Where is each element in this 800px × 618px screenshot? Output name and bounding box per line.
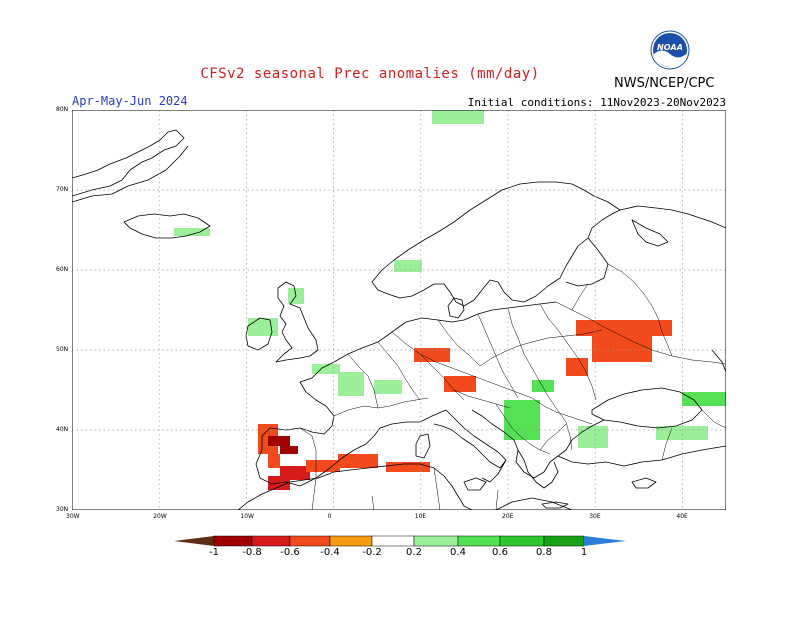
lon-tick-label: 20W: [153, 513, 167, 520]
lat-tick-label: 30N: [56, 506, 69, 513]
noaa-logo-icon: NOAA: [650, 30, 690, 70]
anomaly-map: [72, 110, 726, 510]
colorbar-label: 0.6: [492, 547, 508, 558]
colorbar-segment: [251, 535, 291, 547]
logo-text: NOAA: [657, 43, 683, 52]
lon-tick-label: 20E: [502, 513, 514, 520]
lon-tick-label: 10E: [414, 513, 427, 520]
anomaly-cell: [682, 392, 726, 406]
anomaly-cell: [656, 426, 708, 440]
anomaly-cell: [578, 426, 608, 448]
anomaly-cell: [394, 260, 422, 272]
lat-tick-label: 60N: [56, 266, 69, 273]
anomaly-cell: [432, 110, 484, 124]
anomaly-cell: [268, 454, 280, 468]
anomaly-cell: [338, 372, 364, 396]
anomaly-cell: [414, 348, 450, 362]
colorbar-segment: [457, 535, 501, 547]
lon-tick-label: 30E: [589, 513, 601, 520]
colorbar-segment: [371, 535, 415, 547]
anomaly-cell: [592, 336, 652, 362]
anomaly-cell: [532, 380, 554, 392]
lat-tick-label: 50N: [56, 346, 69, 353]
colorbar-low-arrow: [174, 536, 214, 546]
lon-tick-label: 30W: [66, 513, 80, 520]
colorbar-label: -0.2: [362, 547, 382, 558]
colorbar-label: 1: [580, 547, 588, 558]
lon-tick-label: 0: [327, 513, 332, 520]
colorbar-label: 0.2: [406, 547, 422, 558]
colorbar-label: -0.8: [242, 547, 262, 558]
anomaly-cell: [338, 454, 378, 468]
chart-title: CFSv2 seasonal Prec anomalies (mm/day): [200, 66, 540, 82]
lat-tick-label: 80N: [56, 106, 69, 113]
colorbar-label: 0.4: [450, 547, 466, 558]
anomaly-cell: [444, 376, 476, 392]
anomaly-cells: [174, 110, 726, 490]
anomaly-cell: [280, 446, 298, 454]
colorbar-segment: [543, 535, 585, 547]
initial-conditions: Initial conditions: 11Nov2023-20Nov2023: [467, 96, 726, 109]
anomaly-cell: [312, 364, 340, 374]
coastlines: [72, 129, 726, 510]
colorbar-label: 0.8: [536, 547, 552, 558]
colorbar-segment: [213, 535, 253, 547]
anomaly-cell: [566, 358, 588, 376]
lat-tick-label: 70N: [56, 186, 69, 193]
colorbar-segment: [499, 535, 545, 547]
anomaly-cell: [504, 400, 540, 440]
anomaly-cell: [306, 460, 340, 472]
anomaly-cell: [374, 380, 402, 394]
credit-label: NWS/NCEP/CPC: [614, 76, 715, 91]
colorbar-segment: [413, 535, 459, 547]
forecast-period: Apr-May-Jun 2024: [72, 94, 188, 108]
anomaly-cell: [248, 318, 278, 336]
lat-tick-label: 40N: [56, 426, 69, 433]
anomaly-cell: [386, 462, 430, 472]
country-borders: [299, 263, 726, 510]
anomaly-cell: [576, 320, 672, 336]
colorbar-segment: [329, 535, 373, 547]
colorbar-high-arrow: [584, 536, 626, 546]
lon-tick-label: 40E: [676, 513, 688, 520]
colorbar-label: -1: [209, 547, 219, 558]
anomaly-cell: [268, 436, 290, 446]
anomaly-cell: [174, 228, 210, 236]
colorbar-label: -0.4: [320, 547, 340, 558]
colorbar-segment: [289, 535, 331, 547]
colorbar-label: -0.6: [280, 547, 300, 558]
gridlines: [72, 110, 726, 510]
map-frame: [72, 110, 726, 510]
lon-tick-label: 10W: [240, 513, 254, 520]
